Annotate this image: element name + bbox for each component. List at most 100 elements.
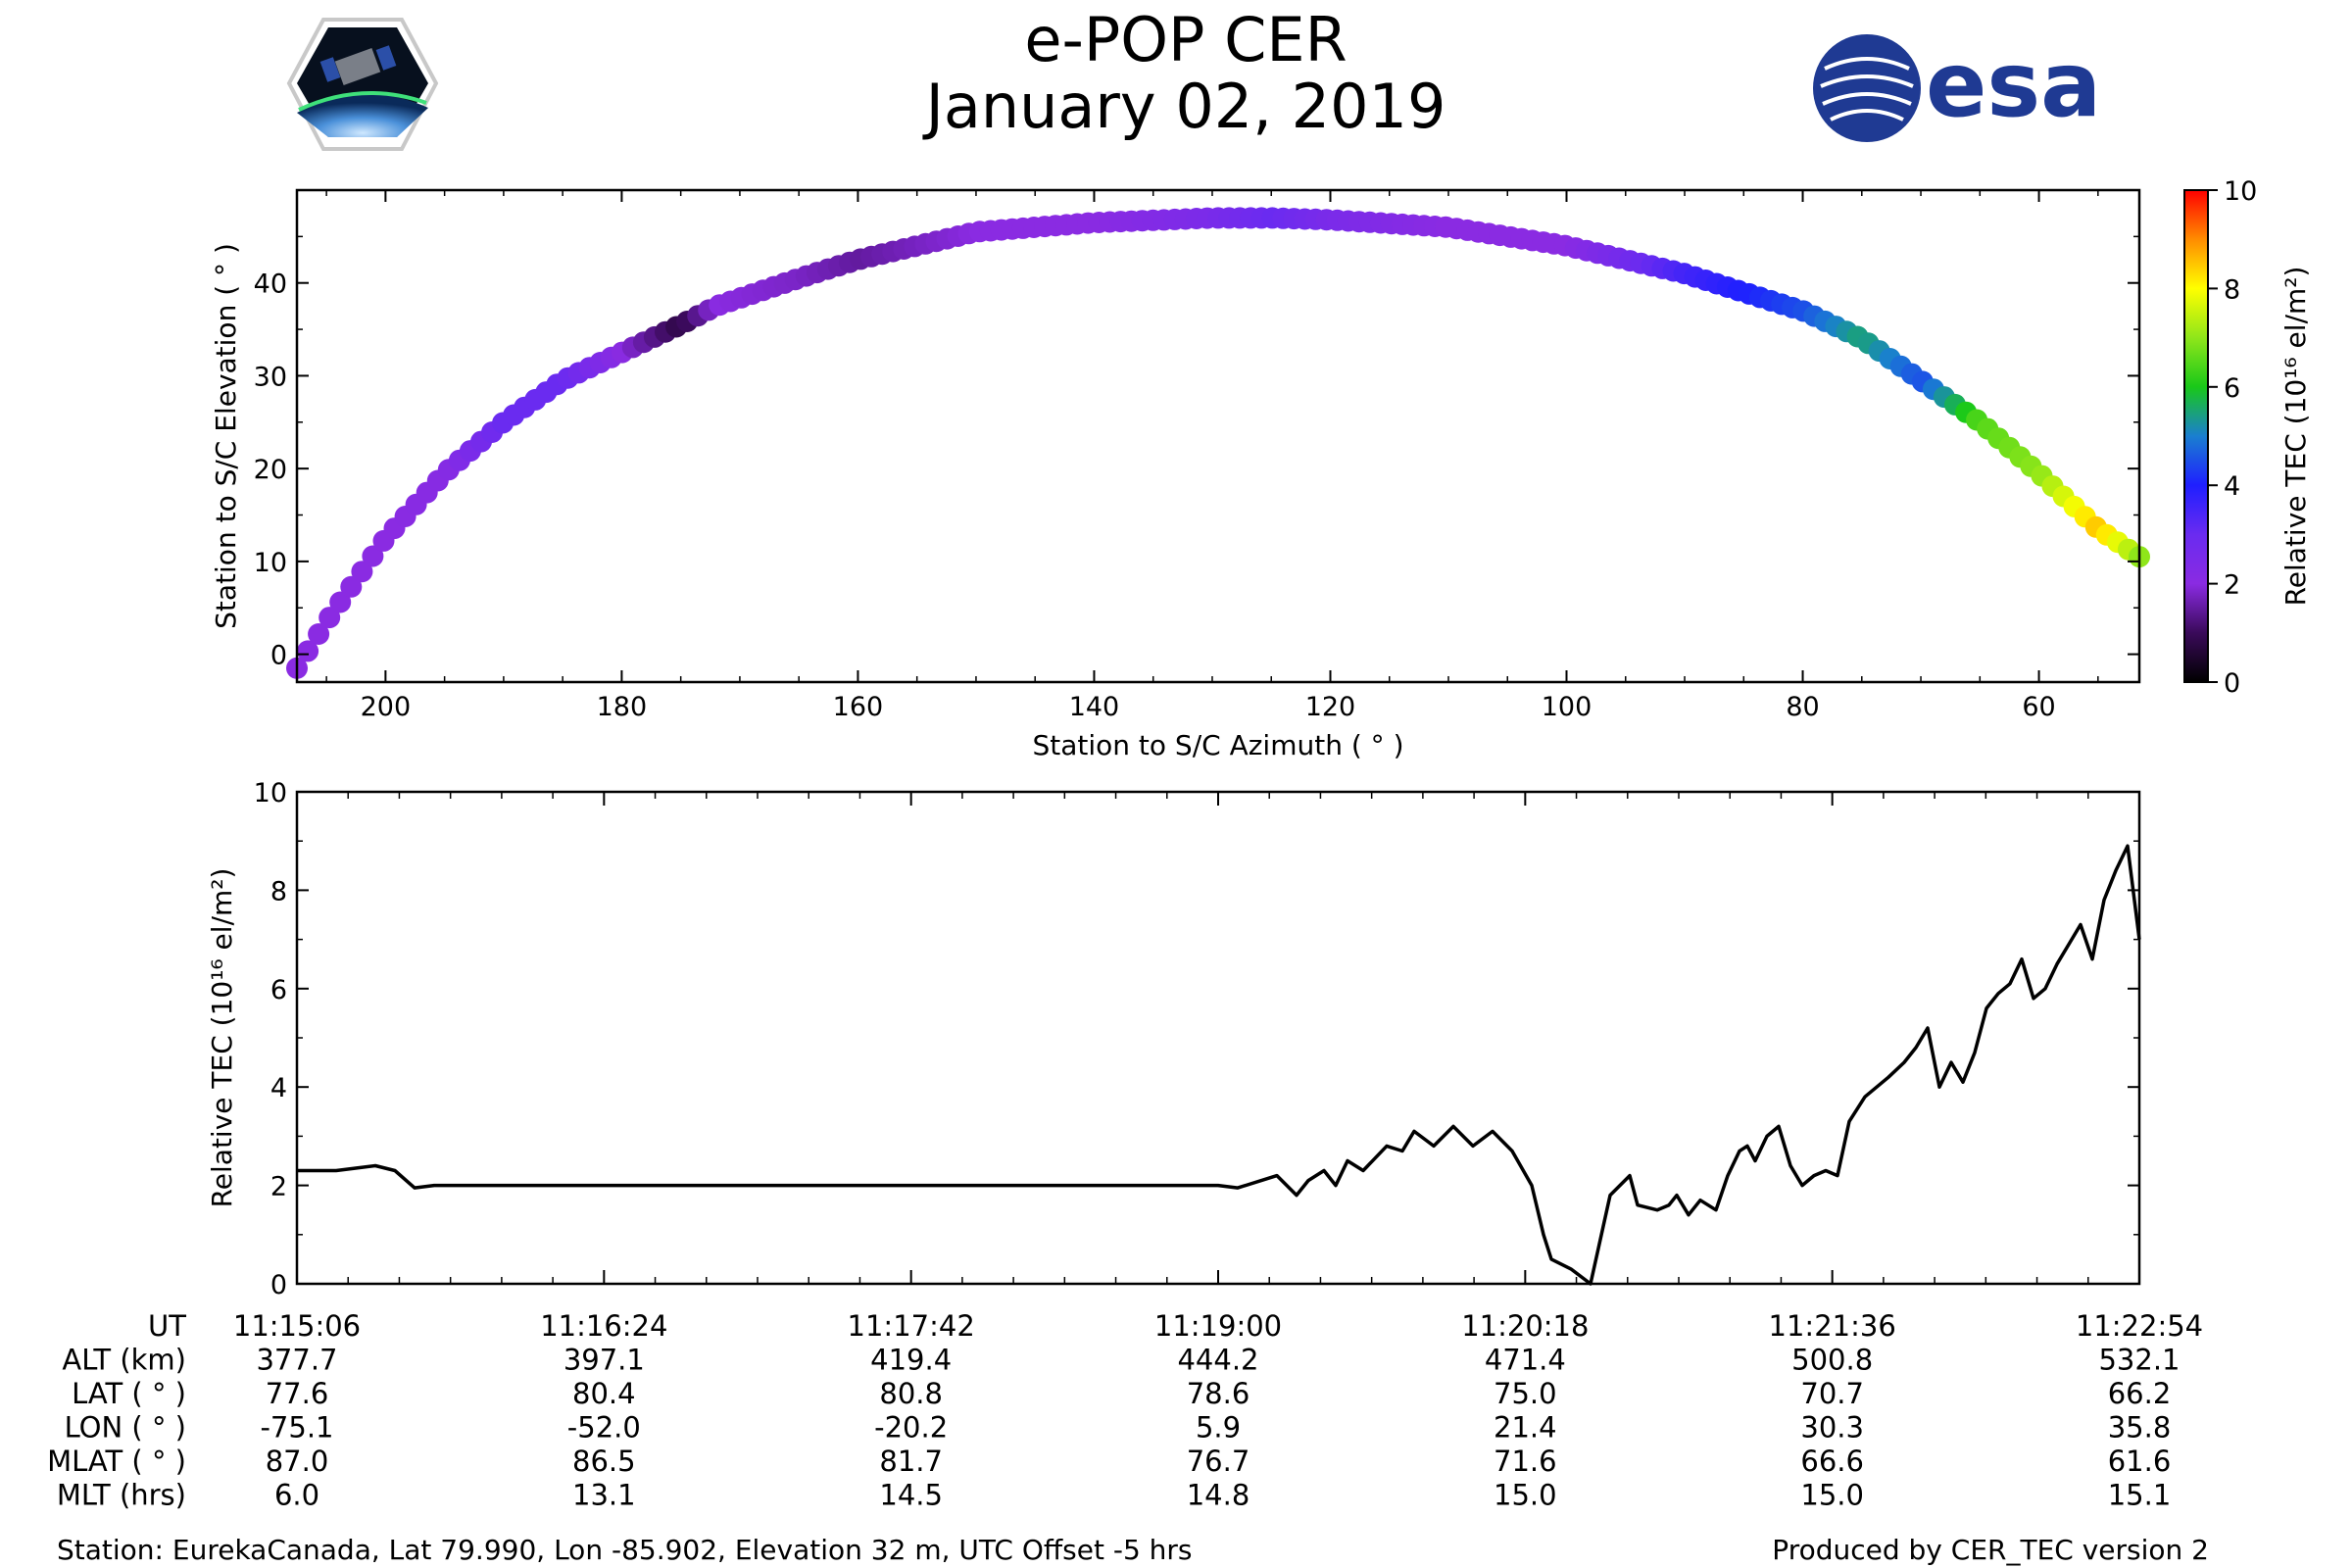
tec-tick-label: 8 [270, 876, 287, 906]
table-cell: 11:20:18 [1461, 1309, 1589, 1343]
table-cell: 11:21:36 [1769, 1309, 1896, 1343]
table-cell: 75.0 [1494, 1377, 1557, 1410]
colorbar-tick-label: 8 [2224, 274, 2240, 305]
azimuth-axis-label: Station to S/C Azimuth ( ° ) [1032, 729, 1403, 761]
elevation-tick-label: 30 [254, 362, 287, 392]
table-cell: 66.6 [1800, 1445, 1864, 1478]
table-cell: 86.5 [572, 1445, 636, 1478]
table-cell: 77.6 [266, 1377, 329, 1410]
track-points [286, 207, 2150, 679]
tec-line [297, 844, 2141, 1286]
table-cell: -20.2 [874, 1411, 948, 1445]
table-cell: -75.1 [260, 1411, 333, 1445]
table-cell: 35.8 [2108, 1411, 2172, 1445]
table-cell: 71.6 [1494, 1445, 1557, 1478]
colorbar: 0 2 4 6 8 10 Relative TEC (10¹⁶ el/m²) [2183, 176, 2312, 699]
table-row-label: UT [148, 1309, 186, 1343]
azimuth-tick-label: 200 [361, 692, 412, 722]
elevation-chart: 200 180 160 140 120 100 80 60 0 10 20 30 40 Station … [210, 188, 2150, 761]
table-cell: 5.9 [1196, 1411, 1241, 1445]
table-cell: 80.4 [572, 1377, 636, 1410]
azimuth-tick-label: 180 [597, 692, 648, 722]
table-cell: 500.8 [1791, 1344, 1873, 1377]
colorbar-ticks: 0 2 4 6 8 10 [2208, 176, 2257, 699]
colorbar-tick-label: 10 [2224, 176, 2257, 207]
colorbar-tick-label: 2 [2224, 570, 2240, 601]
table-cell: 15.0 [1494, 1479, 1557, 1512]
azimuth-tick-label: 60 [2022, 692, 2055, 722]
tec-series [297, 844, 2141, 1286]
esa-logo-text: esa [1926, 32, 2101, 137]
tec-tick-label: 6 [270, 975, 287, 1005]
table-cell: 6.0 [274, 1479, 319, 1512]
table-cell: 397.1 [564, 1344, 645, 1377]
cassiope-logo: CASSIOPE [286, 18, 439, 151]
elevation-axes: 200 180 160 140 120 100 80 60 0 10 20 30 40 [254, 190, 2139, 722]
track-point [318, 607, 341, 629]
table-cell: 11:15:06 [233, 1309, 361, 1343]
table-cell: -52.0 [567, 1411, 641, 1445]
tec-tick-label: 2 [270, 1172, 287, 1202]
elevation-plot-frame [295, 188, 2141, 684]
table-cell: 15.1 [2108, 1479, 2172, 1512]
table-cell: 13.1 [572, 1479, 636, 1512]
table-cell: 78.6 [1187, 1377, 1250, 1410]
track-point [297, 640, 319, 662]
colorbar-gradient [2183, 189, 2209, 683]
chart-date: January 02, 2019 [922, 71, 1446, 142]
tec-axes: 0 2 4 6 8 10 [254, 778, 2140, 1300]
header: e-POP CER January 02, 2019 [922, 4, 1446, 142]
track-point [340, 575, 363, 598]
table-row-label: ALT (km) [62, 1344, 186, 1377]
track-point [351, 561, 373, 583]
table-cell: 419.4 [870, 1344, 952, 1377]
colorbar-tick-label: 4 [2224, 471, 2240, 502]
table-row-label: MLAT ( ° ) [47, 1445, 186, 1478]
table-row-label: LON ( ° ) [65, 1411, 186, 1445]
cassiope-logo-text: CASSIOPE [333, 135, 392, 148]
azimuth-tick-label: 80 [1786, 692, 1819, 722]
table-cell: 532.1 [2098, 1344, 2180, 1377]
table-cell: 66.2 [2108, 1377, 2172, 1410]
table-row-label: LAT ( ° ) [72, 1377, 186, 1410]
station-info: Station: EurekaCanada, Lat 79.990, Lon -… [57, 1534, 1193, 1566]
table-cell: 471.4 [1485, 1344, 1566, 1377]
azimuth-tick-label: 100 [1542, 692, 1592, 722]
table-cell: 21.4 [1494, 1411, 1557, 1445]
table-cell: 15.0 [1800, 1479, 1864, 1512]
table-cell: 14.5 [879, 1479, 943, 1512]
table-cell: 11:17:42 [848, 1309, 975, 1343]
elevation-tick-label: 20 [254, 455, 287, 485]
table-cell: 14.8 [1187, 1479, 1250, 1512]
table-cell: 87.0 [266, 1445, 329, 1478]
table-cell: 377.7 [256, 1344, 337, 1377]
elevation-tick-label: 0 [270, 641, 287, 671]
table-cell: 80.8 [879, 1377, 943, 1410]
table-cell: 11:16:24 [540, 1309, 667, 1343]
tec-axis-label: Relative TEC (10¹⁶ el/m²) [206, 868, 238, 1208]
elevation-tick-label: 10 [254, 548, 287, 578]
table-cell: 76.7 [1187, 1445, 1250, 1478]
tec-tick-label: 4 [270, 1073, 287, 1103]
colorbar-label: Relative TEC (10¹⁶ el/m²) [2279, 267, 2312, 607]
azimuth-tick-label: 140 [1069, 692, 1120, 722]
track-point [329, 591, 352, 613]
colorbar-tick-label: 6 [2224, 373, 2240, 404]
table-cell: 70.7 [1800, 1377, 1864, 1410]
track-point [362, 545, 384, 567]
tec-chart: 0 2 4 6 8 10 Relative TEC (10¹⁶ el/m²) [206, 778, 2141, 1300]
azimuth-tick-label: 120 [1305, 692, 1356, 722]
azimuth-tick-label: 160 [833, 692, 884, 722]
tec-tick-label: 10 [254, 778, 287, 808]
track-point [308, 623, 330, 645]
table-cell: 11:22:54 [2076, 1309, 2203, 1343]
tec-plot-frame [295, 790, 2141, 1286]
tec-tick-label: 0 [270, 1270, 287, 1300]
elevation-tick-label: 40 [254, 270, 287, 300]
produced-by: Produced by CER_TEC version 2 [1772, 1534, 2209, 1566]
colorbar-tick-label: 0 [2224, 668, 2240, 699]
table-cell: 81.7 [879, 1445, 943, 1478]
table-cell: 30.3 [1800, 1411, 1864, 1445]
